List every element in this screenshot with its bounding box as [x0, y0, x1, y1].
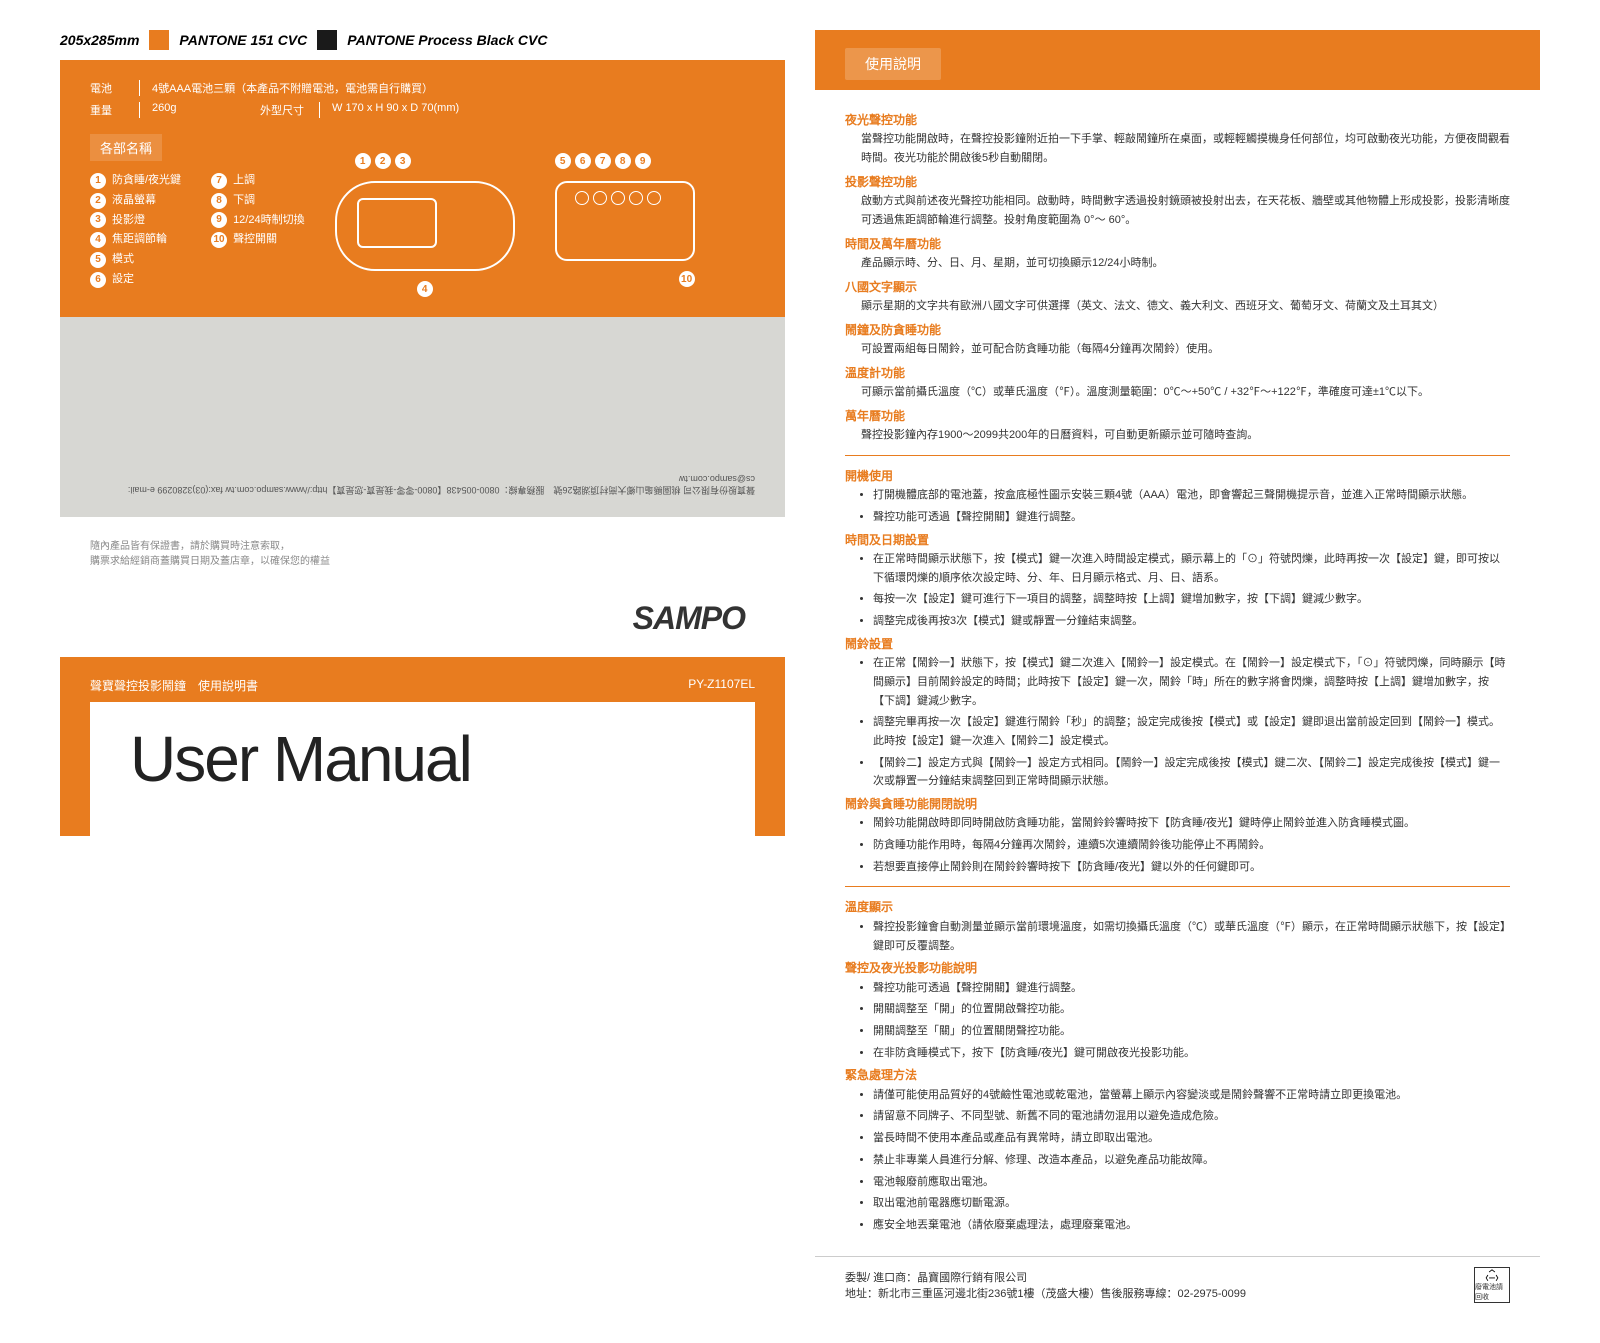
parts-list-right: 7上調 8下調 912/24時制切換 10聲控開關 [211, 171, 305, 297]
instruction-item: 電池報廢前應取出電池。 [873, 1173, 1510, 1192]
warranty-panel: 隨內產品皆有保證書，請於購買時注意索取， 購票求給經銷商蓋購買日期及蓋店章，以確… [60, 517, 785, 657]
part-item: 3投影燈 [90, 211, 181, 231]
contact-rotated: 聲寶股份有限公司 桃園縣龜山鄉大崗村頂湖路26號 服務專線：0800-00543… [90, 474, 755, 497]
footer-line1: 委製/ 進口商：晶寶國際行銷有限公司 [845, 1269, 1246, 1285]
instruction-item: 在正常時間顯示狀態下，按【模式】鍵一次進入時間設定模式，顯示幕上的「⊙」符號閃爍… [873, 550, 1510, 587]
sec6-title: 溫度顯示 [845, 897, 1510, 917]
part-item: 1防貪睡/夜光鍵 [90, 171, 181, 191]
parts-title: 各部名稱 [90, 134, 162, 161]
pantone-orange: PANTONE 151 CVC [179, 32, 307, 48]
instruction-item: 打開機體底部的電池蓋，按盒底極性圖示安裝三顆4號（AAA）電池，即會響起三聲開機… [873, 486, 1510, 505]
part-item: 7上調 [211, 171, 305, 191]
footer: 委製/ 進口商：晶寶國際行銷有限公司 地址：新北市三重區河邊北街236號1樓（茂… [815, 1256, 1540, 1313]
battery-label: 電池 [90, 80, 140, 96]
recycle-icon: 廢電池請回收 [1474, 1267, 1510, 1303]
func-desc: 聲控投影鐘內存1900～2099共200年的日曆資料，可自動更新顯示並可隨時查詢… [845, 426, 1510, 445]
instruction-item: 每按一次【設定】鍵可進行下一項目的調整，調整時按【上調】鍵增加數字，按【下調】鍵… [873, 590, 1510, 609]
instruction-item: 取出電池前電器應切斷電源。 [873, 1194, 1510, 1213]
size-value: W 170 x H 90 x D 70(mm) [320, 102, 755, 118]
gray-panel: 聲寶股份有限公司 桃園縣龜山鄉大崗村頂湖路26號 服務專線：0800-00543… [60, 317, 785, 517]
func-title: 時間及萬年曆功能 [845, 234, 1510, 254]
instruction-item: 調整完畢再按一次【設定】鍵進行鬧鈴「秒」的調整；設定完成後按【模式】或【設定】鍵… [873, 713, 1510, 750]
instruction-item: 防貪睡功能作用時，每隔4分鐘再次鬧鈴，連續5次連續鬧鈴後功能停止不再鬧鈴。 [873, 836, 1510, 855]
sec7-title: 聲控及夜光投影功能說明 [845, 958, 1510, 978]
weight-label: 重量 [90, 102, 140, 118]
instruction-item: 在正常【鬧鈴一】狀態下，按【模式】鍵二次進入【鬧鈴一】設定模式。在【鬧鈴一】設定… [873, 654, 1510, 710]
sec4-title: 鬧鈴設置 [845, 634, 1510, 654]
instructions-header: 使用說明 [815, 30, 1540, 90]
instruction-item: 請留意不同牌子、不同型號、新舊不同的電池請勿混用以避免造成危險。 [873, 1107, 1510, 1126]
dimensions: 205x285mm [60, 32, 139, 48]
instruction-item: 開關調整至「關」的位置關閉聲控功能。 [873, 1022, 1510, 1041]
sec5-title: 鬧鈴與貪睡功能開閉說明 [845, 794, 1510, 814]
func-title: 鬧鐘及防貪睡功能 [845, 320, 1510, 340]
print-spec-header: 205x285mm PANTONE 151 CVC PANTONE Proces… [60, 30, 785, 50]
warranty-line2: 購票求給經銷商蓋購買日期及蓋店章，以確保您的權益 [90, 552, 755, 567]
func-title: 萬年曆功能 [845, 406, 1510, 426]
instruction-item: 在非防貪睡模式下，按下【防貪睡/夜光】鍵可開啟夜光投影功能。 [873, 1044, 1510, 1063]
func-title: 夜光聲控功能 [845, 110, 1510, 130]
instruction-item: 當長時間不使用本產品或產品有異常時，請立即取出電池。 [873, 1129, 1510, 1148]
func-desc: 啟動方式與前述夜光聲控功能相同。啟動時，時間數字透過投射鏡頭被投射出去，在天花板… [845, 192, 1510, 229]
pantone-black: PANTONE Process Black CVC [347, 32, 547, 48]
part-item: 4焦距調節輪 [90, 230, 181, 250]
sec3-title: 時間及日期設置 [845, 530, 1510, 550]
orange-swatch [149, 30, 169, 50]
instruction-item: 應安全地丟棄電池（請依廢棄處理法，處理廢棄電池。 [873, 1216, 1510, 1235]
battery-value: 4號AAA電池三顆（本產品不附贈電池，電池需自行購買） [140, 80, 755, 96]
instruction-item: 禁止非專業人員進行分解、修理、改造本產品，以避免產品功能故障。 [873, 1151, 1510, 1170]
instruction-item: 聲控功能可透過【聲控開關】鍵進行調整。 [873, 508, 1510, 527]
weight-value: 260g [140, 102, 260, 118]
func-desc: 可設置兩組每日鬧鈴，並可配合防貪睡功能（每隔4分鐘再次鬧鈴）使用。 [845, 340, 1510, 359]
instruction-item: 請僅可能使用品質好的4號鹼性電池或乾電池，當螢幕上顯示內容變淡或是鬧鈴聲響不正常… [873, 1086, 1510, 1105]
sec8-title: 緊急處理方法 [845, 1065, 1510, 1085]
part-item: 6設定 [90, 270, 181, 290]
instruction-item: 聲控投影鐘會自動測量並顯示當前環境溫度，如需切換攝氏溫度（℃）或華氏溫度（℉）顯… [873, 918, 1510, 955]
part-item: 8下調 [211, 191, 305, 211]
parts-list-left: 1防貪睡/夜光鍵 2液晶螢幕 3投影燈 4焦距調節輪 5模式 6設定 [90, 171, 181, 297]
part-item: 2液晶螢幕 [90, 191, 181, 211]
size-label: 外型尺寸 [260, 102, 320, 118]
sec2-title: 開機使用 [845, 466, 1510, 486]
instruction-item: 【鬧鈴二】設定方式與【鬧鈴一】設定方式相同。【鬧鈴一】設定完成後按【模式】鍵二次… [873, 754, 1510, 791]
manual-subtitle: 聲寶聲控投影鬧鐘 使用說明書 [90, 677, 258, 694]
instructions-tab: 使用說明 [845, 48, 941, 80]
black-swatch [317, 30, 337, 50]
func-desc: 當聲控功能開啟時，在聲控投影鐘附近拍一下手掌、輕敲鬧鐘所在桌面，或輕輕觸摸機身任… [845, 130, 1510, 167]
device-diagram: 123 4 56789 10 [335, 171, 755, 297]
instruction-item: 聲控功能可透過【聲控開關】鍵進行調整。 [873, 979, 1510, 998]
part-item: 912/24時制切換 [211, 211, 305, 231]
func-title: 投影聲控功能 [845, 172, 1510, 192]
instruction-item: 鬧鈴功能開啟時即同時開啟防貪睡功能，當鬧鈴鈴響時按下【防貪睡/夜光】鍵時停止鬧鈴… [873, 814, 1510, 833]
manual-panel: 聲寶聲控投影鬧鐘 使用說明書 PY-Z1107EL User Manual [60, 657, 785, 836]
func-title: 八國文字顯示 [845, 277, 1510, 297]
warranty-line1: 隨內產品皆有保證書，請於購買時注意索取， [90, 537, 755, 552]
sampo-logo: SAMPO [633, 600, 745, 637]
manual-title: User Manual [130, 722, 715, 796]
func-title: 溫度計功能 [845, 363, 1510, 383]
instruction-item: 開關調整至「開」的位置開啟聲控功能。 [873, 1000, 1510, 1019]
instructions-body: 夜光聲控功能當聲控功能開啟時，在聲控投影鐘附近拍一下手掌、輕敲鬧鐘所在桌面，或輕… [815, 90, 1540, 1256]
instruction-item: 調整完成後再按3次【模式】鍵或靜置一分鐘結束調整。 [873, 612, 1510, 631]
func-desc: 可顯示當前攝氏溫度（℃）或華氏溫度（℉）。溫度測量範圍：0℃～+50℃ / +3… [845, 383, 1510, 402]
spec-panel: 電池 4號AAA電池三顆（本產品不附贈電池，電池需自行購買） 重量 260g 外… [60, 60, 785, 317]
instruction-item: 若想要直接停止鬧鈴則在鬧鈴鈴響時按下【防貪睡/夜光】鍵以外的任何鍵即可。 [873, 858, 1510, 877]
func-desc: 產品顯示時、分、日、月、星期，並可切換顯示12/24小時制。 [845, 254, 1510, 273]
part-item: 5模式 [90, 250, 181, 270]
part-item: 10聲控開關 [211, 230, 305, 250]
func-desc: 顯示星期的文字共有歐洲八國文字可供選擇（英文、法文、德文、義大利文、西班牙文、葡… [845, 297, 1510, 316]
manual-model: PY-Z1107EL [688, 677, 755, 694]
footer-line2: 地址：新北市三重區河邊北街236號1樓（茂盛大樓）售後服務專線：02-2975-… [845, 1285, 1246, 1301]
